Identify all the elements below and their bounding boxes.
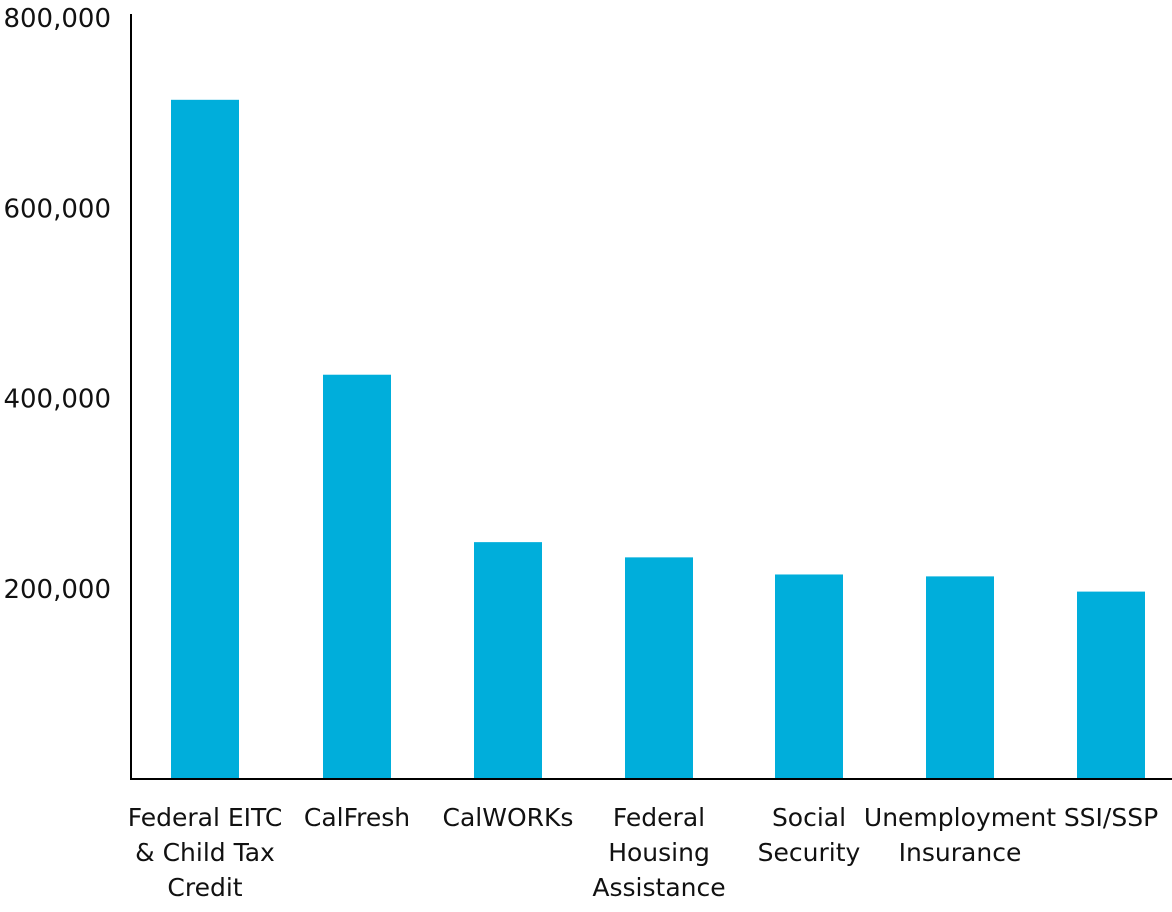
bar-unemployment-insurance [926, 576, 994, 779]
x-category-label-line: SSI/SSP [1064, 803, 1158, 832]
x-category-label-line: Insurance [899, 838, 1022, 867]
y-tick-labels: 200,000 400,000 600,000 800,000 [3, 4, 111, 605]
x-category-label-line: Security [758, 838, 861, 867]
x-category-label-line: Assistance [592, 873, 725, 902]
x-category-labels: Federal EITC & Child Tax Credit CalFresh Cal… [128, 803, 1158, 902]
y-tick-label: 800,000 [3, 4, 111, 34]
x-category-label-calworks: CalWORKs [443, 803, 574, 832]
x-category-label-ssi-ssp: SSI/SSP [1064, 803, 1158, 832]
bar-calworks [474, 542, 542, 779]
axes-layer [130, 14, 1172, 780]
bar-ssi-ssp [1077, 591, 1145, 779]
bar-federal-housing-assistance [625, 557, 693, 779]
x-category-label-line: & Child Tax [135, 838, 275, 867]
y-tick-label: 400,000 [3, 385, 111, 415]
x-category-label-line: Social [772, 803, 846, 832]
x-category-label-federal-eitc-child-tax-credit: Federal EITC & Child Tax Credit [128, 803, 283, 902]
x-category-label-unemployment-insurance: Unemployment Insurance [864, 803, 1056, 867]
x-category-label-calfresh: CalFresh [304, 803, 410, 832]
x-category-label-line: Credit [167, 873, 242, 902]
x-category-label-social-security: Social Security [758, 803, 861, 867]
x-category-label-federal-housing-assistance: Federal Housing Assistance [592, 803, 725, 902]
x-category-label-line: Housing [608, 838, 710, 867]
bar-social-security [775, 574, 843, 779]
y-tick-label: 600,000 [3, 194, 111, 224]
x-category-label-line: CalWORKs [443, 803, 574, 832]
x-category-label-line: CalFresh [304, 803, 410, 832]
x-category-label-line: Federal EITC [128, 803, 283, 832]
x-category-label-line: Unemployment [864, 803, 1056, 832]
x-category-label-line: Federal [613, 803, 705, 832]
y-tick-label: 200,000 [3, 575, 111, 605]
bars-layer [171, 99, 1145, 780]
bar-federal-eitc-child-tax-credit [171, 99, 239, 780]
bar-calfresh [323, 374, 391, 779]
